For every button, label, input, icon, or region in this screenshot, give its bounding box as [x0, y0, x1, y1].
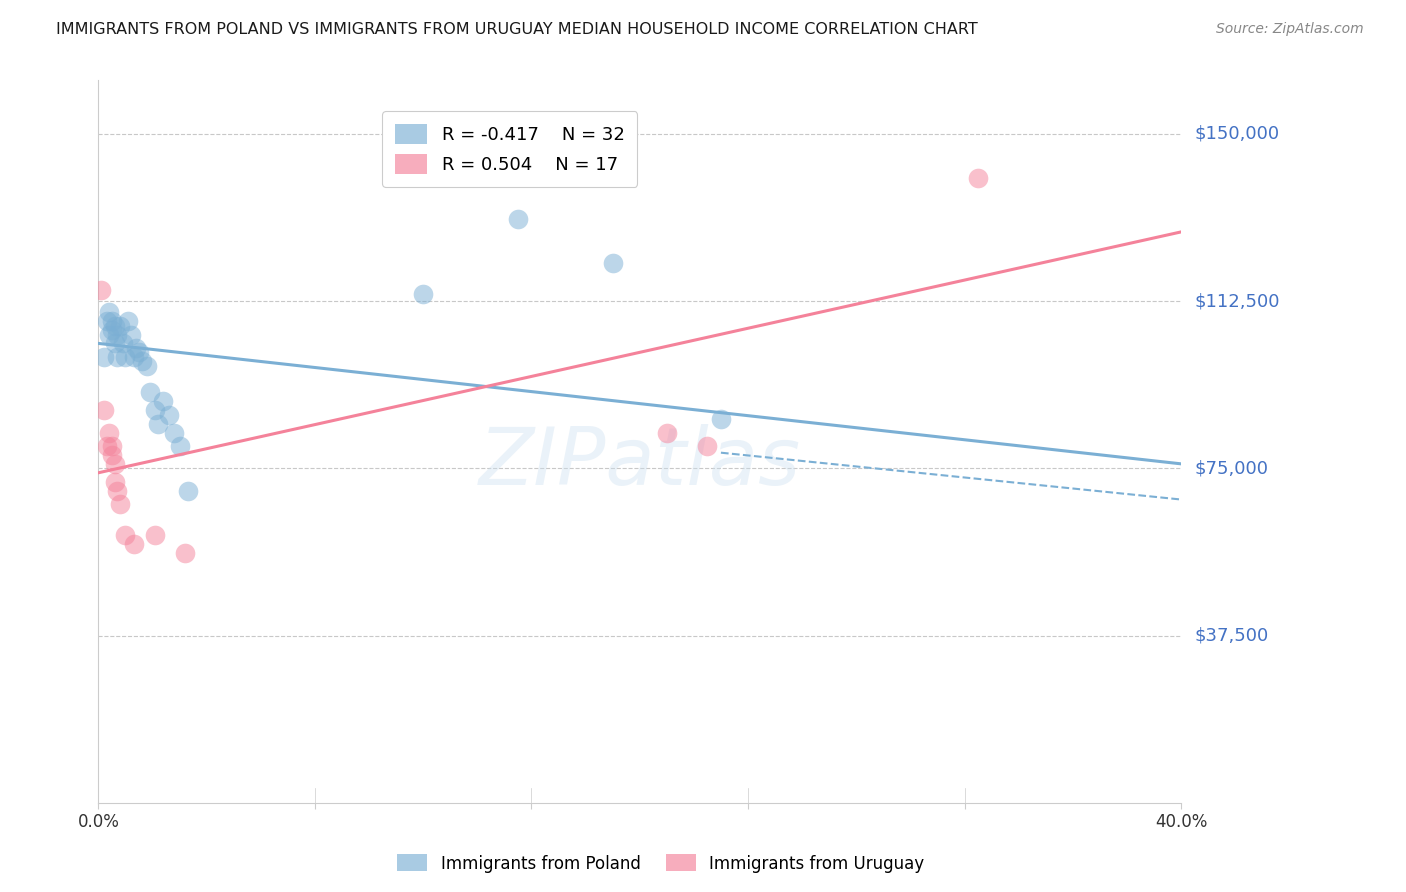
- Point: [93, 350, 115, 364]
- Point: [146, 417, 169, 431]
- Point: [602, 256, 624, 270]
- Point: [655, 425, 678, 440]
- Point: [136, 359, 159, 373]
- Point: [143, 528, 166, 542]
- Text: Source: ZipAtlas.com: Source: ZipAtlas.com: [1216, 22, 1364, 37]
- Point: [117, 314, 139, 328]
- Point: [96, 439, 118, 453]
- Point: [105, 327, 128, 342]
- Legend: R = -0.417    N = 32, R = 0.504    N = 17: R = -0.417 N = 32, R = 0.504 N = 17: [382, 111, 637, 187]
- Text: ZIPatlas: ZIPatlas: [478, 425, 801, 502]
- Point: [710, 412, 733, 426]
- Point: [169, 439, 191, 453]
- Point: [101, 323, 124, 337]
- Point: [98, 305, 121, 319]
- Point: [108, 318, 131, 333]
- Point: [90, 283, 112, 297]
- Point: [122, 350, 145, 364]
- Point: [967, 171, 990, 186]
- Point: [122, 537, 145, 551]
- Point: [177, 483, 200, 498]
- Point: [157, 408, 180, 422]
- Point: [104, 475, 127, 489]
- Point: [98, 425, 121, 440]
- Point: [101, 448, 124, 462]
- Text: $37,500: $37,500: [1195, 626, 1268, 645]
- Point: [163, 425, 186, 440]
- Point: [114, 350, 136, 364]
- Point: [105, 350, 128, 364]
- Point: [101, 314, 124, 328]
- Text: $112,500: $112,500: [1195, 292, 1279, 310]
- Point: [104, 336, 127, 351]
- Point: [128, 345, 150, 359]
- Point: [139, 385, 162, 400]
- Point: [104, 457, 127, 471]
- Point: [104, 318, 127, 333]
- Point: [152, 394, 174, 409]
- Point: [506, 211, 529, 226]
- Legend: Immigrants from Poland, Immigrants from Uruguay: Immigrants from Poland, Immigrants from …: [391, 847, 931, 880]
- Text: IMMIGRANTS FROM POLAND VS IMMIGRANTS FROM URUGUAY MEDIAN HOUSEHOLD INCOME CORREL: IMMIGRANTS FROM POLAND VS IMMIGRANTS FRO…: [56, 22, 979, 37]
- Point: [412, 287, 434, 301]
- Point: [98, 327, 121, 342]
- Point: [101, 439, 124, 453]
- Point: [174, 546, 197, 560]
- Text: $75,000: $75,000: [1195, 459, 1268, 477]
- Point: [125, 341, 148, 355]
- Point: [96, 314, 118, 328]
- Point: [111, 336, 134, 351]
- Point: [120, 327, 142, 342]
- Point: [105, 483, 128, 498]
- Point: [696, 439, 718, 453]
- Point: [114, 528, 136, 542]
- Point: [143, 403, 166, 417]
- Point: [93, 403, 115, 417]
- Text: $150,000: $150,000: [1195, 125, 1279, 143]
- Point: [108, 497, 131, 511]
- Point: [131, 354, 153, 368]
